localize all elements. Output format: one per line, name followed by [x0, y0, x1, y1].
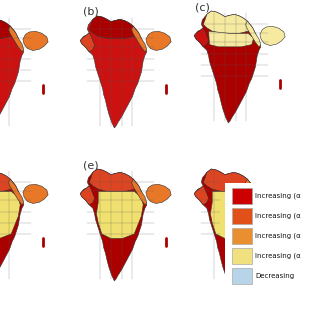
Polygon shape [194, 186, 209, 205]
Text: Increasing (α: Increasing (α [255, 253, 301, 259]
Polygon shape [132, 26, 147, 52]
Polygon shape [23, 184, 48, 204]
Text: Increasing (α: Increasing (α [255, 213, 301, 219]
Polygon shape [245, 179, 261, 205]
Polygon shape [0, 16, 24, 128]
Polygon shape [194, 169, 261, 281]
Polygon shape [23, 31, 48, 51]
Bar [232, 188, 252, 204]
Polygon shape [89, 16, 139, 38]
Bar [225, 183, 320, 313]
Polygon shape [80, 186, 95, 205]
Polygon shape [146, 184, 171, 204]
Polygon shape [0, 191, 20, 238]
Polygon shape [209, 31, 253, 47]
Polygon shape [96, 191, 143, 238]
Polygon shape [203, 169, 253, 191]
Polygon shape [132, 179, 147, 205]
Text: Increasing (α: Increasing (α [255, 233, 301, 239]
Polygon shape [245, 21, 261, 47]
Text: (c): (c) [195, 2, 210, 12]
Polygon shape [203, 11, 253, 33]
Polygon shape [146, 31, 171, 51]
Bar [232, 268, 252, 284]
Text: Increasing (α: Increasing (α [255, 193, 301, 199]
Bar [232, 248, 252, 264]
Polygon shape [0, 169, 16, 191]
Text: (b): (b) [83, 7, 99, 17]
Polygon shape [9, 179, 24, 205]
Polygon shape [9, 26, 24, 52]
Bar [232, 228, 252, 244]
Polygon shape [260, 26, 285, 45]
Polygon shape [80, 16, 147, 128]
Polygon shape [89, 169, 139, 191]
Polygon shape [0, 16, 16, 38]
Bar [232, 208, 252, 224]
Polygon shape [194, 28, 209, 47]
Polygon shape [80, 169, 147, 281]
Polygon shape [80, 33, 95, 52]
Text: Decreasing: Decreasing [255, 273, 294, 279]
Polygon shape [194, 11, 261, 123]
Polygon shape [260, 184, 285, 204]
Polygon shape [211, 191, 257, 238]
Text: (e): (e) [83, 160, 99, 170]
Polygon shape [0, 169, 24, 281]
